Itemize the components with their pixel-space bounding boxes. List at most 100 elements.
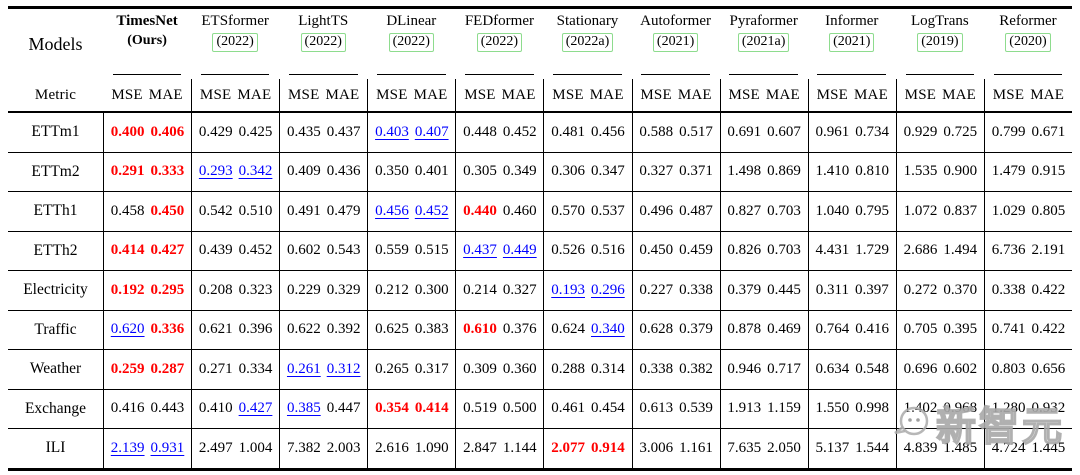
column-rule <box>641 74 710 75</box>
mae-value: 0.656 <box>1031 360 1066 377</box>
column-rule <box>112 74 182 75</box>
mse-label: MSE <box>464 86 496 103</box>
cells-dlinear: 0.350 0.401 <box>367 152 455 191</box>
mse-value: 0.461 <box>551 400 585 417</box>
mse-value: 0.803 <box>991 360 1026 377</box>
mae-value: 0.607 <box>767 123 801 140</box>
citation-year-link[interactable]: (2022a) <box>561 32 614 52</box>
cells-lightts: 0.622 0.392 <box>279 310 367 349</box>
cells-timesnet: 0.414 0.427 <box>103 231 191 270</box>
mae-value: 0.454 <box>590 400 625 417</box>
cells-logtrans: 0.696 0.602 <box>895 350 984 389</box>
mae-value: 0.915 <box>1031 163 1066 180</box>
metric-cell-autoformer: MSE MAE <box>631 79 720 111</box>
mse-label: MSE <box>992 86 1025 103</box>
mse-value: 0.696 <box>903 360 938 377</box>
mse-value: 1.550 <box>815 400 850 417</box>
cells-etsformer: 0.429 0.425 <box>191 113 279 152</box>
table-body: ETTm1 0.400 0.406 0.429 0.425 0.435 0.437 0.403… <box>8 113 1072 468</box>
cells-etsformer: 2.497 1.004 <box>191 429 279 468</box>
mse-value: 2.686 <box>903 242 938 259</box>
mse-value: 0.385 <box>286 400 321 417</box>
cells-informer: 1.410 0.810 <box>807 152 896 191</box>
mse-value: 3.006 <box>639 439 674 456</box>
mse-value: 0.526 <box>551 242 585 259</box>
cells-pyraformer: 7.635 2.050 <box>719 429 808 468</box>
mae-value: 0.449 <box>502 242 537 259</box>
model-column-header-logtrans: LogTrans (2019) <box>896 9 984 79</box>
mae-value: 0.300 <box>414 281 449 298</box>
cells-lightts: 0.491 0.479 <box>279 192 367 231</box>
citation-year-link[interactable]: (2022) <box>388 32 434 52</box>
cells-lightts: 0.385 0.447 <box>279 389 367 428</box>
mse-value: 0.929 <box>903 123 938 140</box>
model-column-header-autoformer: Autoformer (2021) <box>632 9 720 79</box>
mse-label: MSE <box>111 86 143 103</box>
model-name: LightTS <box>298 13 349 29</box>
mae-value: 0.459 <box>679 242 713 259</box>
mae-value: 0.543 <box>326 242 361 259</box>
mse-value: 1.913 <box>727 400 762 417</box>
mae-value: 1.445 <box>1031 439 1066 456</box>
mae-value: 1.090 <box>414 439 449 456</box>
table-row-electricity: Electricity 0.192 0.295 0.208 0.323 0.229 0.32… <box>8 270 1072 310</box>
mae-value: 0.397 <box>854 281 889 298</box>
mae-value: 0.347 <box>590 163 625 180</box>
cells-etsformer: 0.208 0.323 <box>191 271 279 310</box>
cells-informer: 0.634 0.548 <box>807 350 896 389</box>
mse-value: 2.497 <box>198 439 233 456</box>
cells-stationary: 0.461 0.454 <box>543 389 631 428</box>
model-name: TimesNet <box>116 13 178 29</box>
mae-value: 1.004 <box>238 439 273 456</box>
table-row-ettm2: ETTm2 0.291 0.333 0.293 0.342 0.409 0.436 0.350… <box>8 151 1072 191</box>
mae-value: 0.900 <box>943 163 978 180</box>
mse-value: 1.479 <box>991 163 1026 180</box>
table-row-etth2: ETTh2 0.414 0.427 0.439 0.452 0.602 0.543 0.559… <box>8 230 1072 270</box>
mse-value: 2.616 <box>375 439 409 456</box>
mse-value: 0.542 <box>198 202 233 219</box>
citation-year-link[interactable]: (2022) <box>300 32 346 52</box>
mse-label: MSE <box>199 86 232 103</box>
citation-year-link[interactable]: (2021a) <box>737 32 790 52</box>
citation-year-link[interactable]: (2021) <box>652 32 699 52</box>
row-label-weather: Weather <box>29 360 82 378</box>
row-label-traffic: Traffic <box>34 320 77 338</box>
cells-stationary: 0.288 0.314 <box>543 350 631 389</box>
mse-value: 0.306 <box>551 163 585 180</box>
mse-value: 0.622 <box>286 321 321 338</box>
citation-year-link[interactable]: (2022) <box>212 32 258 52</box>
cells-stationary: 0.526 0.516 <box>543 231 631 270</box>
row-label-electricity: Electricity <box>23 281 88 299</box>
metric-cell-logtrans: MSE MAE <box>895 79 984 111</box>
citation-year-link[interactable]: (2022) <box>476 32 523 52</box>
citation-year-link[interactable]: (2019) <box>917 32 963 52</box>
mae-value: 0.427 <box>150 242 185 259</box>
cells-reformer: 0.741 0.422 <box>983 310 1072 349</box>
mae-value: 0.456 <box>590 123 625 140</box>
cells-lightts: 0.409 0.436 <box>279 152 367 191</box>
cells-etsformer: 0.439 0.452 <box>191 231 279 270</box>
mse-value: 0.416 <box>110 400 145 417</box>
model-column-header-lightts: LightTS (2022) <box>279 9 367 79</box>
citation-year-link[interactable]: (2020) <box>1005 32 1051 52</box>
mae-label: MAE <box>765 86 800 103</box>
mse-value: 0.559 <box>375 242 409 259</box>
mse-value: 0.625 <box>375 321 409 338</box>
mae-value: 0.401 <box>414 163 449 180</box>
mse-value: 0.764 <box>815 321 850 338</box>
row-label-etth1: ETTh1 <box>33 202 78 220</box>
mae-value: 0.314 <box>590 360 625 377</box>
mae-value: 0.407 <box>414 123 449 140</box>
mae-value: 0.414 <box>414 400 449 417</box>
mae-value: 0.317 <box>414 360 449 377</box>
mae-value: 0.327 <box>502 281 537 298</box>
cells-informer: 0.764 0.416 <box>807 310 896 349</box>
mae-value: 0.383 <box>414 321 449 338</box>
cells-stationary: 0.306 0.347 <box>543 152 631 191</box>
citation-year-link[interactable]: (2021) <box>829 32 875 52</box>
mse-value: 1.040 <box>815 202 850 219</box>
mse-value: 0.705 <box>903 321 938 338</box>
cells-fedformer: 0.610 0.376 <box>455 310 543 349</box>
mae-value: 0.360 <box>502 360 537 377</box>
model-name: Pyraformer <box>729 13 798 29</box>
